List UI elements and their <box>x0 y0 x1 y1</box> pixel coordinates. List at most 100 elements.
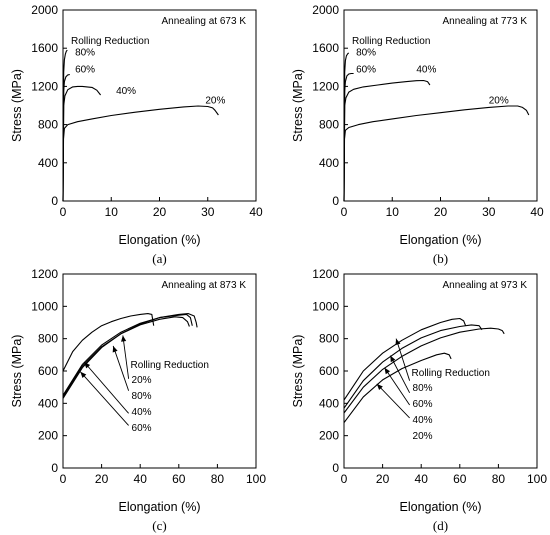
series-40pct-curve <box>62 85 102 202</box>
x-tick-label: 20 <box>153 205 167 219</box>
y-tick-label: 600 <box>38 364 58 378</box>
y-tick-label: 400 <box>38 156 58 170</box>
x-tick-label: 30 <box>482 205 496 219</box>
y-axis-label: Stress (MPa) <box>10 335 24 408</box>
y-tick-label: 2000 <box>31 3 58 17</box>
arrow-head <box>112 345 118 353</box>
y-tick-label: 1000 <box>312 299 339 313</box>
arrow-line <box>112 345 130 391</box>
y-tick-label: 400 <box>319 156 339 170</box>
series-40pct-curve <box>343 327 505 414</box>
y-tick-label: 1200 <box>31 267 58 281</box>
x-tick-label: 0 <box>60 472 67 486</box>
y-tick-label: 0 <box>332 194 339 208</box>
series-label: 20% <box>489 96 509 107</box>
annealing-annotation: Annealing at 873 K <box>161 280 246 291</box>
x-axis-label: Elongation (%) <box>400 233 482 247</box>
x-tick-label: 40 <box>249 205 263 219</box>
x-tick-label: 0 <box>341 472 348 486</box>
y-tick-label: 0 <box>51 194 58 208</box>
y-tick-label: 1600 <box>312 41 339 55</box>
y-tick-label: 0 <box>332 461 339 475</box>
arrow-line <box>80 371 129 426</box>
x-axis-label: Elongation (%) <box>119 500 201 514</box>
x-tick-label: 10 <box>386 205 400 219</box>
x-tick-label: 40 <box>415 472 429 486</box>
panel-caption: (b) <box>433 251 448 266</box>
annealing-annotation: Annealing at 773 K <box>442 16 527 27</box>
panel-caption: (d) <box>433 518 448 533</box>
series-label: 60% <box>356 65 376 76</box>
x-tick-label: 60 <box>172 472 186 486</box>
y-tick-label: 400 <box>319 396 339 410</box>
panel-c: 0 20 40 60 80 100020040060080010001200Elongat… <box>10 267 266 533</box>
y-tick-label: 800 <box>319 332 339 346</box>
panel-d: 0 20 40 60 80 100020040060080010001200Elongat… <box>291 267 547 533</box>
legend-entry: 60% <box>132 423 152 434</box>
series-80pct-curve <box>343 317 467 401</box>
legend-entry: 20% <box>413 431 433 442</box>
arrow-head <box>84 362 91 369</box>
y-tick-label: 400 <box>38 396 58 410</box>
series-60pct-curve <box>62 316 190 398</box>
y-tick-label: 1200 <box>31 79 58 93</box>
series-20pct-curve <box>343 352 452 424</box>
y-tick-label: 1200 <box>312 79 339 93</box>
x-tick-label: 20 <box>95 472 109 486</box>
series-40pct-curve <box>62 313 193 396</box>
y-tick-label: 1000 <box>31 299 58 313</box>
x-tick-label: 60 <box>453 472 467 486</box>
legend-entry: 60% <box>413 399 433 410</box>
arrow-line <box>389 355 411 394</box>
y-axis-label: Stress (MPa) <box>10 69 24 142</box>
x-tick-label: 30 <box>201 205 215 219</box>
x-tick-label: 10 <box>105 205 119 219</box>
y-tick-label: 2000 <box>312 3 339 17</box>
legend-entry: 40% <box>413 415 433 426</box>
series-80pct-curve <box>62 313 155 372</box>
y-tick-label: 200 <box>319 429 339 443</box>
y-tick-label: 600 <box>319 364 339 378</box>
x-tick-label: 100 <box>527 472 547 486</box>
series-label: 80% <box>75 47 95 58</box>
legend-entry: 40% <box>132 407 152 418</box>
arrow-head <box>395 338 401 346</box>
x-tick-label: 0 <box>60 205 67 219</box>
x-tick-label: 40 <box>134 472 148 486</box>
annealing-annotation: Annealing at 673 K <box>161 16 246 27</box>
panel-caption: (c) <box>152 518 166 533</box>
arrow-head <box>384 367 391 375</box>
arrow-head <box>121 335 127 342</box>
series-60pct-curve <box>343 324 483 409</box>
y-tick-label: 1600 <box>31 41 58 55</box>
legend-entry: 20% <box>132 375 152 386</box>
legend-title: Rolling Reduction <box>352 36 430 47</box>
y-tick-label: 1200 <box>312 267 339 281</box>
series-60pct-curve <box>343 72 354 202</box>
x-tick-label: 20 <box>376 472 390 486</box>
legend-title: Rolling Reduction <box>71 36 149 47</box>
y-tick-label: 0 <box>51 461 58 475</box>
y-tick-label: 800 <box>38 332 58 346</box>
y-tick-label: 800 <box>38 118 58 132</box>
y-axis-label: Stress (MPa) <box>291 335 305 408</box>
series-label: 40% <box>416 65 436 76</box>
series-20pct-curve <box>62 105 219 202</box>
arrow-line <box>122 335 130 379</box>
panel-caption: (a) <box>152 251 166 266</box>
y-tick-label: 200 <box>38 429 58 443</box>
series-label: 80% <box>356 47 376 58</box>
y-axis-label: Stress (MPa) <box>291 69 305 142</box>
series-label: 40% <box>116 86 136 97</box>
x-tick-label: 20 <box>434 205 448 219</box>
arrow-line <box>83 361 129 414</box>
arrow-head <box>376 383 383 391</box>
arrow-line <box>384 367 410 406</box>
legend-title: Rolling Reduction <box>412 368 490 379</box>
legend-entry: 80% <box>132 391 152 402</box>
x-axis-label: Elongation (%) <box>119 233 201 247</box>
arrow-line <box>376 383 410 419</box>
